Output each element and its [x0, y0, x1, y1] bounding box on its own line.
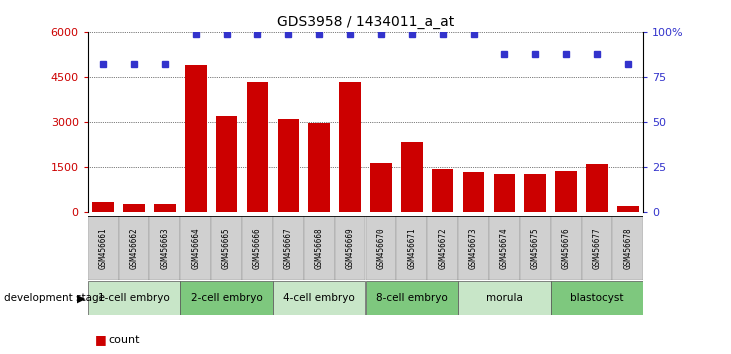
Text: morula: morula: [486, 293, 523, 303]
Text: GSM456674: GSM456674: [500, 227, 509, 269]
Bar: [154, 204, 175, 212]
Bar: [185, 65, 207, 212]
Text: ■: ■: [95, 333, 107, 346]
Bar: [524, 173, 546, 212]
Bar: [246, 81, 268, 212]
Bar: [366, 281, 458, 315]
Bar: [463, 172, 485, 212]
Text: GSM456677: GSM456677: [593, 227, 602, 269]
Title: GDS3958 / 1434011_a_at: GDS3958 / 1434011_a_at: [277, 16, 454, 29]
Bar: [273, 216, 304, 280]
Bar: [124, 204, 145, 212]
Bar: [493, 174, 515, 212]
Text: 1-cell embryo: 1-cell embryo: [98, 293, 170, 303]
Text: blastocyst: blastocyst: [570, 293, 624, 303]
Text: ▶: ▶: [77, 293, 86, 303]
Bar: [181, 281, 273, 315]
Bar: [118, 216, 149, 280]
Bar: [427, 216, 458, 280]
Bar: [489, 216, 520, 280]
Bar: [88, 281, 181, 315]
Text: GSM456661: GSM456661: [99, 227, 107, 269]
Text: 2-cell embryo: 2-cell embryo: [191, 293, 262, 303]
Bar: [458, 216, 489, 280]
Text: GSM456666: GSM456666: [253, 227, 262, 269]
Bar: [273, 281, 366, 315]
Bar: [366, 216, 396, 280]
Bar: [211, 216, 242, 280]
Bar: [92, 202, 114, 212]
Text: GSM456667: GSM456667: [284, 227, 293, 269]
Bar: [582, 216, 613, 280]
Text: GSM456678: GSM456678: [624, 227, 632, 269]
Text: 8-cell embryo: 8-cell embryo: [376, 293, 447, 303]
Bar: [278, 119, 299, 212]
Text: GSM456670: GSM456670: [376, 227, 385, 269]
Bar: [308, 123, 330, 212]
Bar: [617, 206, 639, 212]
Text: GSM456669: GSM456669: [346, 227, 355, 269]
Text: development stage: development stage: [4, 293, 105, 303]
Bar: [216, 116, 238, 212]
Text: GSM456673: GSM456673: [469, 227, 478, 269]
Bar: [586, 164, 607, 212]
Bar: [335, 216, 366, 280]
Text: GSM456676: GSM456676: [561, 227, 571, 269]
Bar: [396, 216, 427, 280]
Text: count: count: [108, 335, 140, 345]
Bar: [432, 169, 453, 212]
Bar: [339, 82, 361, 212]
Bar: [88, 216, 118, 280]
Text: GSM456663: GSM456663: [160, 227, 170, 269]
Bar: [613, 216, 643, 280]
Bar: [550, 216, 582, 280]
Text: GSM456664: GSM456664: [192, 227, 200, 269]
Text: GSM456675: GSM456675: [531, 227, 539, 269]
Text: GSM456665: GSM456665: [222, 227, 231, 269]
Bar: [520, 216, 550, 280]
Bar: [370, 163, 392, 212]
Bar: [556, 171, 577, 212]
Bar: [149, 216, 181, 280]
Text: GSM456668: GSM456668: [315, 227, 324, 269]
Text: 4-cell embryo: 4-cell embryo: [284, 293, 355, 303]
Bar: [304, 216, 335, 280]
Text: GSM456662: GSM456662: [129, 227, 138, 269]
Bar: [401, 142, 423, 212]
Bar: [181, 216, 211, 280]
Text: GSM456671: GSM456671: [407, 227, 416, 269]
Bar: [242, 216, 273, 280]
Bar: [550, 281, 643, 315]
Bar: [458, 281, 550, 315]
Text: GSM456672: GSM456672: [438, 227, 447, 269]
